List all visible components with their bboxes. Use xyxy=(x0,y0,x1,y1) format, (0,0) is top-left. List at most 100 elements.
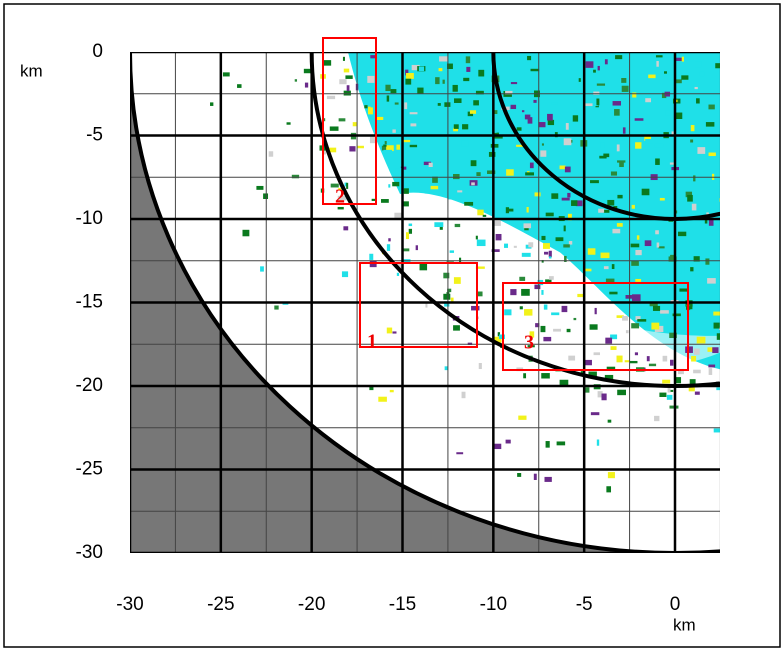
echo xyxy=(461,99,464,106)
echo xyxy=(559,165,566,170)
echo xyxy=(389,389,394,393)
echo xyxy=(605,278,615,283)
echo xyxy=(606,486,612,493)
echo xyxy=(693,348,700,355)
echo xyxy=(566,328,571,333)
echo xyxy=(369,253,374,260)
echo xyxy=(597,65,600,71)
echo xyxy=(603,266,609,270)
plot-area xyxy=(130,52,720,553)
echo xyxy=(677,266,685,273)
echo xyxy=(533,99,537,103)
echo xyxy=(697,147,706,154)
y-tick-label: -10 xyxy=(76,208,103,229)
echo xyxy=(402,248,410,252)
echo xyxy=(669,332,677,339)
echo xyxy=(403,201,409,207)
echo xyxy=(671,131,674,136)
echo xyxy=(432,176,438,183)
echo xyxy=(535,136,545,144)
echo xyxy=(540,325,546,333)
echo xyxy=(506,208,514,212)
echo xyxy=(625,330,629,334)
echo xyxy=(510,289,517,296)
echo xyxy=(505,207,510,214)
echo xyxy=(392,181,400,187)
echo xyxy=(395,168,404,176)
echo xyxy=(469,110,477,114)
echo xyxy=(434,222,444,228)
echo xyxy=(567,213,572,221)
x-tick-label: -30 xyxy=(116,594,143,615)
echo xyxy=(476,291,483,297)
echo xyxy=(665,110,671,116)
echo xyxy=(338,187,342,191)
echo xyxy=(612,101,622,106)
echo xyxy=(497,332,500,337)
echo xyxy=(690,267,694,272)
echo xyxy=(453,277,461,284)
echo xyxy=(523,223,532,229)
echo xyxy=(349,146,356,152)
echo xyxy=(592,213,599,216)
echo xyxy=(690,125,695,132)
echo xyxy=(634,118,644,121)
echo xyxy=(719,198,720,202)
echo xyxy=(542,243,550,249)
echo xyxy=(410,123,417,127)
x-tick-label: -25 xyxy=(207,594,234,615)
echo xyxy=(408,223,413,227)
echo xyxy=(384,141,387,145)
echo xyxy=(556,441,566,446)
echo xyxy=(504,243,509,248)
echo xyxy=(453,127,459,132)
echo xyxy=(635,316,641,321)
echo xyxy=(435,77,440,85)
echo xyxy=(342,56,345,61)
echo xyxy=(533,473,537,480)
range-ring xyxy=(491,52,720,221)
echo xyxy=(685,191,693,198)
echo xyxy=(662,379,671,384)
echo xyxy=(590,180,599,184)
echo xyxy=(695,61,702,68)
echo xyxy=(675,112,683,119)
echo xyxy=(574,129,583,134)
echo xyxy=(408,228,413,234)
echo xyxy=(461,391,466,399)
echo xyxy=(478,69,485,77)
echo xyxy=(593,99,599,107)
echo xyxy=(346,85,350,92)
echo xyxy=(601,393,607,401)
echo xyxy=(494,443,502,450)
echo xyxy=(548,256,552,259)
echo xyxy=(357,145,364,149)
echo xyxy=(690,139,694,143)
echo xyxy=(242,229,250,237)
echo xyxy=(543,336,552,342)
echo xyxy=(392,129,396,133)
echo xyxy=(716,387,720,391)
echo xyxy=(615,136,625,141)
echo xyxy=(669,162,677,165)
echo xyxy=(645,139,654,144)
echo xyxy=(655,158,660,165)
echo xyxy=(603,153,610,158)
echo xyxy=(544,476,552,482)
x-tick-label: -15 xyxy=(389,594,416,615)
echo xyxy=(329,147,337,153)
echo xyxy=(544,251,549,255)
echo xyxy=(594,307,597,315)
echo xyxy=(672,313,681,317)
annotation-box xyxy=(502,282,689,371)
echo xyxy=(706,212,709,217)
echo xyxy=(341,271,349,278)
echo xyxy=(588,371,597,378)
echo xyxy=(386,327,393,334)
echo xyxy=(635,278,642,282)
echo xyxy=(689,379,696,385)
echo xyxy=(388,184,391,188)
echo xyxy=(621,77,627,83)
echo xyxy=(498,130,507,136)
echo xyxy=(651,322,660,330)
